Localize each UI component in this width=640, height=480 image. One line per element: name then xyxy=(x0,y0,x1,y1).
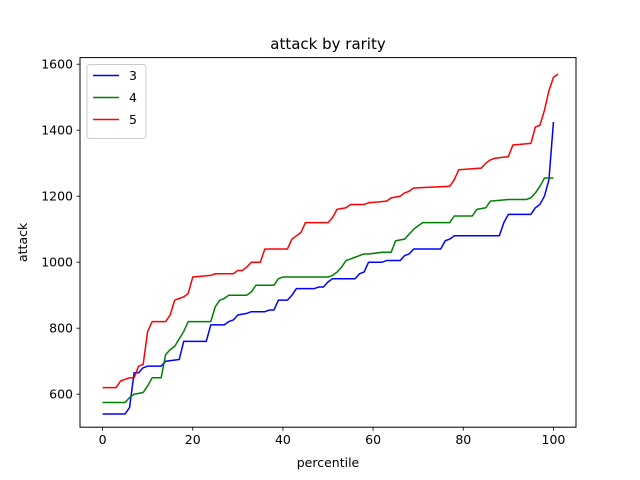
x-tick-label: 60 xyxy=(365,432,381,447)
x-tick-label: 0 xyxy=(99,432,107,447)
series-line-5 xyxy=(102,73,559,389)
plot-frame xyxy=(79,57,577,428)
series-line-4 xyxy=(102,177,554,404)
x-tick-label: 80 xyxy=(455,432,471,447)
y-axis-label: attack xyxy=(15,222,30,262)
legend-label-5: 5 xyxy=(129,112,137,127)
legend-label-4: 4 xyxy=(129,90,137,105)
y-tick-label: 1200 xyxy=(41,189,73,204)
x-tick-label: 100 xyxy=(542,432,566,447)
y-tick-label: 1600 xyxy=(41,57,73,72)
series-line-3 xyxy=(102,121,555,415)
y-tick-label: 1400 xyxy=(41,123,73,138)
y-axis-ticks: 600 800 1000 1200 1400 1600 xyxy=(41,57,80,402)
plot-area xyxy=(79,57,577,428)
series-layer xyxy=(102,73,559,415)
x-axis-ticks: 0 20 40 60 80 100 xyxy=(99,427,566,447)
x-axis-label: percentile xyxy=(297,455,360,470)
chart-title: attack by rarity xyxy=(270,35,386,53)
x-tick-label: 20 xyxy=(185,432,201,447)
y-tick-label: 800 xyxy=(49,321,73,336)
legend: 3 4 5 xyxy=(86,64,147,139)
y-tick-label: 1000 xyxy=(41,255,73,270)
x-tick-label: 40 xyxy=(275,432,291,447)
legend-label-3: 3 xyxy=(129,68,137,83)
y-tick-label: 600 xyxy=(49,387,73,402)
